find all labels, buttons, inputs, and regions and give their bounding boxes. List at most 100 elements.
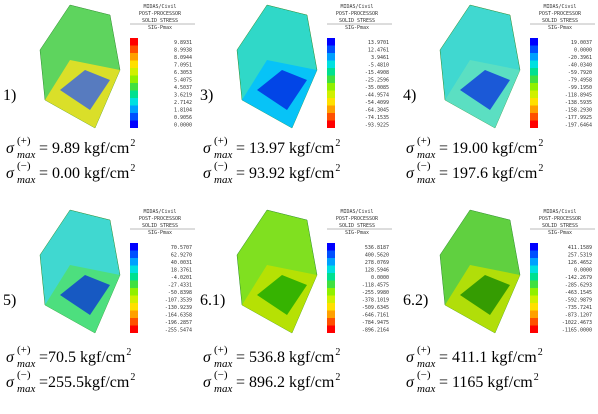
color-swatch (327, 266, 335, 274)
color-swatch (327, 243, 335, 251)
sigma: σ (406, 165, 415, 182)
legend-header: POST-PROCESSOR (336, 11, 379, 17)
color-swatch (327, 258, 335, 266)
color-swatch (327, 76, 335, 84)
legend-value: -784.9475 (362, 320, 389, 326)
legend-value: -20.3961 (568, 55, 592, 61)
color-swatch (327, 68, 335, 76)
legend-value: -79.4958 (568, 78, 592, 84)
legend-header: SIG-Pmax (148, 25, 172, 31)
exponent: 2 (126, 347, 131, 358)
color-swatch (327, 98, 335, 106)
legend-header: MIDAS/Civil (543, 209, 576, 215)
legend-value: -27.4331 (168, 283, 192, 289)
legend-value: -1022.4673 (562, 320, 592, 326)
color-swatch (130, 46, 138, 54)
legend-header: POST-PROCESSOR (139, 216, 182, 222)
sigma: σ (406, 349, 415, 366)
legend-header: MIDAS/Civil (543, 4, 576, 10)
legend-value: -64.3045 (365, 108, 389, 114)
legend-value: 19.0037 (571, 40, 592, 46)
panel-label: 6.2) (403, 292, 428, 309)
exponent: 2 (335, 163, 340, 174)
sigma: σ (203, 140, 212, 157)
legend-header: POST-PROCESSOR (539, 216, 582, 222)
sigma: σ (203, 349, 212, 366)
legend-value: -592.9879 (565, 298, 592, 304)
color-swatch (327, 113, 335, 121)
color-swatch (530, 258, 538, 266)
color-swatch (530, 318, 538, 326)
sign: (+) (214, 344, 228, 356)
legend-value: -142.2679 (565, 275, 592, 281)
sign: (−) (17, 160, 31, 172)
panel-label: 6.1) (200, 292, 225, 309)
color-swatch (530, 76, 538, 84)
color-swatch (130, 318, 138, 326)
color-swatch (327, 121, 335, 129)
legend-value: -873.1207 (565, 313, 592, 319)
legend-header: SOLID STRESS (542, 18, 578, 24)
legend-header: SIG-Pmax (548, 230, 572, 236)
color-swatch (130, 296, 138, 304)
color-swatch (530, 53, 538, 61)
stress-value: = 9.89 kgf/cm (39, 140, 130, 157)
legend-value: 7.0951 (174, 63, 192, 69)
legend-value: -177.9925 (565, 115, 592, 121)
legend-header: POST-PROCESSOR (139, 11, 182, 17)
color-swatch (130, 121, 138, 129)
sigma: σ (6, 140, 15, 157)
color-swatch (327, 281, 335, 289)
legend-value: -138.5935 (565, 100, 592, 106)
legend-header: SOLID STRESS (339, 223, 375, 229)
legend-value: 6.3053 (174, 70, 192, 76)
color-swatch (530, 91, 538, 99)
color-swatch (130, 303, 138, 311)
color-swatch (530, 46, 538, 54)
color-swatch (130, 251, 138, 259)
sign: (−) (214, 369, 228, 381)
legend-header: MIDAS/Civil (143, 4, 176, 10)
color-swatch (130, 98, 138, 106)
panel-label: 3) (200, 87, 213, 104)
legend-value: -255.9980 (362, 290, 389, 296)
exponent: 2 (130, 163, 135, 174)
color-swatch (530, 266, 538, 274)
color-swatch (327, 61, 335, 69)
legend-value: 40.0031 (171, 260, 192, 266)
legend-header: SIG-Pmax (148, 230, 172, 236)
color-swatch (530, 121, 538, 129)
color-swatch (130, 76, 138, 84)
legend-value: -35.0085 (365, 85, 389, 91)
legend-value: 9.8931 (174, 40, 192, 46)
legend-value: 0.0000 (371, 275, 389, 281)
sigma: σ (406, 374, 415, 391)
legend-value: -285.6293 (565, 283, 592, 289)
exponent: 2 (130, 372, 135, 383)
exponent: 2 (534, 372, 539, 383)
sigma: σ (406, 140, 415, 157)
legend-value: -378.1019 (362, 298, 389, 304)
color-swatch (130, 113, 138, 121)
color-swatch (327, 38, 335, 46)
legend-value: 0.0000 (574, 268, 592, 274)
legend-header: MIDAS/Civil (340, 4, 373, 10)
color-swatch (327, 53, 335, 61)
legend-value: -735.7241 (565, 305, 592, 311)
color-swatch (530, 106, 538, 114)
legend-value: 2.7142 (174, 100, 192, 106)
exponent: 2 (130, 138, 135, 149)
sigma: σ (203, 165, 212, 182)
legend-header: SOLID STRESS (339, 18, 375, 24)
color-swatch (130, 243, 138, 251)
legend-value: 0.9056 (174, 115, 192, 121)
color-swatch (327, 106, 335, 114)
exponent: 2 (335, 372, 340, 383)
stress-value: = 536.8 kgf/cm (236, 349, 335, 366)
sign: (−) (17, 369, 31, 381)
legend-value: -54.4099 (365, 100, 389, 106)
color-swatch (130, 61, 138, 69)
legend-value: 411.1589 (568, 245, 592, 251)
legend-value: -896.2164 (362, 328, 389, 334)
color-swatch (530, 251, 538, 259)
